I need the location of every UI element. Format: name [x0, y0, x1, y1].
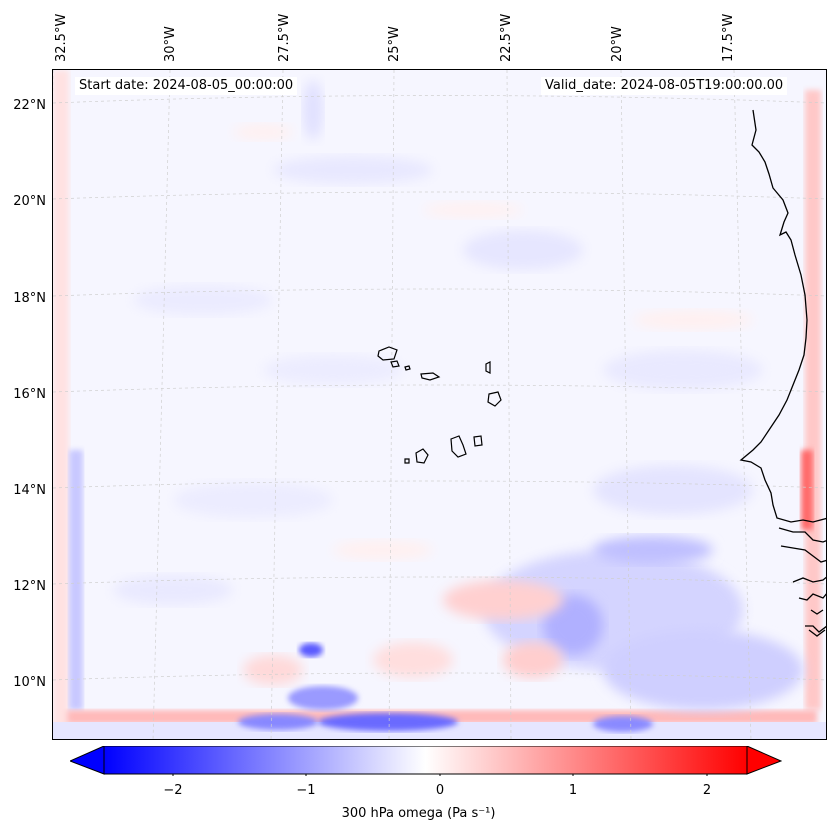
lat-label-22n: 22°N	[13, 98, 46, 113]
lon-label-30w: 30°W	[163, 26, 178, 62]
colorbar-extend-max	[746, 746, 782, 775]
lon-label-27-5w: 27.5°W	[277, 13, 292, 62]
lat-label-16n: 16°N	[13, 387, 46, 402]
lat-label-12n: 12°N	[13, 579, 46, 594]
omega-field	[53, 70, 826, 739]
lat-label-18n: 18°N	[13, 291, 46, 306]
colorbar-tick-1: 1	[568, 783, 578, 798]
colorbar-tick-0: 0	[435, 783, 445, 798]
cape-verde-islands	[377, 346, 502, 464]
colorbar-tick-2: 2	[702, 783, 712, 798]
lat-label-14n: 14°N	[13, 483, 46, 498]
colorbar-body	[103, 746, 748, 775]
colorbar-tick-neg2: −2	[163, 783, 183, 798]
colorbar-title: 300 hPa omega (Pa s⁻¹)	[341, 806, 496, 821]
lon-label-22-5w: 22.5°W	[499, 13, 514, 62]
lon-label-17-5w: 17.5°W	[721, 13, 736, 62]
map-panel	[52, 69, 827, 740]
lon-label-25w: 25°W	[387, 26, 402, 62]
graticule	[53, 70, 826, 739]
valid-date-label: Valid_date: 2024-08-05T19:00:00.00	[541, 77, 788, 95]
colorbar	[70, 746, 782, 776]
omega-shading	[53, 70, 826, 739]
african-coastline	[739, 109, 826, 637]
colorbar-tick-neg1: −1	[296, 783, 316, 798]
lat-label-10n: 10°N	[13, 675, 46, 690]
lon-label-32-5w: 32.5°W	[54, 13, 69, 62]
lon-label-20w: 20°W	[610, 26, 625, 62]
lat-label-20n: 20°N	[13, 194, 46, 209]
start-date-label: Start date: 2024-08-05_00:00:00	[75, 77, 298, 95]
colorbar-extend-min	[70, 746, 105, 775]
